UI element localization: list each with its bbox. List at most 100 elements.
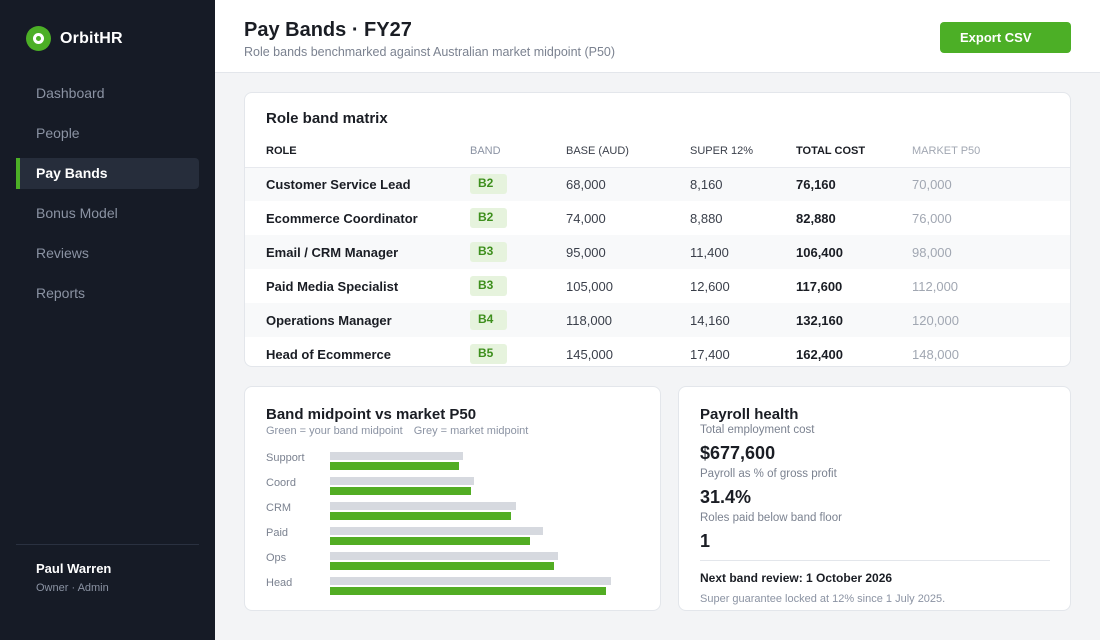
market-midpoint-bar bbox=[330, 502, 517, 510]
column-header-role[interactable]: ROLE bbox=[245, 135, 470, 168]
sidebar-item-pay-bands[interactable]: Pay Bands bbox=[16, 158, 199, 189]
table-row[interactable]: Email / CRM Manager B3 95,000 11,400 106,400… bbox=[245, 235, 1070, 269]
bar-row: CRM bbox=[266, 502, 646, 527]
total-cost-cell: 82,880 bbox=[796, 210, 836, 226]
chart-legend: Green = your band midpoint Grey = market… bbox=[266, 425, 528, 437]
column-header-super[interactable]: SUPER 12% bbox=[690, 135, 796, 168]
brand[interactable]: OrbitHR bbox=[26, 26, 123, 51]
payroll-pct-label: Payroll as % of gross profit bbox=[700, 468, 837, 480]
bar-row: Ops bbox=[266, 552, 646, 577]
band-badge: B2 bbox=[470, 208, 507, 228]
band-badge: B4 bbox=[470, 310, 507, 330]
bar-category-label: Paid bbox=[266, 527, 289, 539]
bar-row: Coord bbox=[266, 477, 646, 502]
user-role: Owner · Admin bbox=[36, 582, 109, 594]
table-row[interactable]: Ecommerce Coordinator B2 74,000 8,880 82,880… bbox=[245, 201, 1070, 235]
sidebar-item-bonus-model[interactable]: Bonus Model bbox=[36, 205, 118, 221]
market-midpoint-bar bbox=[330, 477, 475, 485]
band-cell: B4 bbox=[470, 303, 566, 337]
column-header-total-cost[interactable]: TOTAL COST bbox=[796, 135, 912, 168]
band-midpoint-bar bbox=[330, 562, 555, 570]
legend-market: Grey = market midpoint bbox=[413, 425, 529, 437]
market-midpoint-bar bbox=[330, 552, 558, 560]
role-cell: Ecommerce Coordinator bbox=[266, 210, 418, 226]
page-title: Pay Bands · FY27 bbox=[244, 19, 412, 41]
base-cell: 145,000 bbox=[566, 346, 613, 362]
health-title: Payroll health bbox=[700, 406, 799, 423]
role-cell: Customer Service Lead bbox=[245, 167, 470, 201]
base-cell: 74,000 bbox=[566, 210, 606, 226]
super-footnote: Super guarantee locked at 12% since 1 Ju… bbox=[700, 593, 946, 605]
super-cell: 8,160 bbox=[690, 167, 796, 201]
brand-name: OrbitHR bbox=[60, 29, 123, 47]
band-cell: B5 bbox=[470, 337, 566, 366]
sidebar: OrbitHR Dashboard People Pay Bands Bonus… bbox=[0, 0, 215, 640]
orbit-logo-icon bbox=[26, 26, 51, 51]
payroll-health-card: Payroll health Total employment cost $67… bbox=[678, 386, 1071, 611]
total-cost-cell: 117,600 bbox=[796, 278, 843, 294]
bar-category-label: Support bbox=[266, 452, 305, 464]
column-header-base[interactable]: BASE (AUD) bbox=[566, 135, 690, 168]
table-row[interactable]: Operations Manager B4 118,000 14,160 132,160… bbox=[245, 303, 1070, 337]
user-name: Paul Warren bbox=[36, 561, 112, 576]
band-midpoint-bar bbox=[330, 487, 471, 495]
column-header-band[interactable]: BAND bbox=[470, 135, 566, 168]
base-cell: 68,000 bbox=[566, 167, 690, 201]
band-cell: B3 bbox=[470, 235, 566, 269]
export-csv-button[interactable]: Export CSV bbox=[940, 22, 1071, 53]
bar-category-label: Coord bbox=[266, 477, 296, 489]
market-p50-cell: 98,000 bbox=[912, 235, 1070, 269]
band-cell: B2 bbox=[470, 201, 566, 235]
band-midpoint-bar bbox=[330, 462, 460, 470]
table-row[interactable]: Head of Ecommerce B5 145,000 17,400 162,400 1… bbox=[245, 337, 1070, 366]
total-cost-value: $677,600 bbox=[700, 443, 776, 463]
market-midpoint-bar bbox=[330, 577, 612, 585]
bar-category-label: CRM bbox=[266, 502, 292, 514]
band-midpoint-bar bbox=[330, 587, 606, 595]
total-cost-cell: 162,400 bbox=[796, 346, 843, 362]
sidebar-item-reports[interactable]: Reports bbox=[36, 285, 86, 301]
super-cell: 14,160 bbox=[690, 303, 796, 337]
super-cell: 12,600 bbox=[690, 278, 730, 294]
market-midpoint-bar bbox=[330, 527, 543, 535]
table-row[interactable]: Paid Media Specialist B3 105,000 12,600 117,… bbox=[245, 269, 1070, 303]
total-cost-cell: 76,160 bbox=[796, 167, 912, 201]
band-cell: B3 bbox=[470, 269, 566, 303]
band-midpoint-chart-card: Band midpoint vs market P50 Green = your… bbox=[244, 386, 661, 611]
total-cost-label: Total employment cost bbox=[700, 424, 815, 436]
role-band-table: ROLE BAND BASE (AUD) SUPER 12% TOTAL COS… bbox=[245, 135, 1070, 366]
user-profile[interactable]: Paul Warren Owner · Admin bbox=[16, 544, 199, 594]
sidebar-nav: Dashboard People Pay Bands Bonus Model R… bbox=[16, 78, 199, 318]
band-midpoint-bar bbox=[330, 537, 530, 545]
health-divider bbox=[700, 560, 1050, 561]
bar-category-label: Head bbox=[266, 577, 293, 589]
bar-row: Paid bbox=[266, 527, 646, 552]
market-p50-cell: 112,000 bbox=[912, 278, 959, 294]
table-row[interactable]: Customer Service Lead B2 68,000 8,160 76,160… bbox=[245, 167, 1070, 201]
table-header-row: ROLE BAND BASE (AUD) SUPER 12% TOTAL COS… bbox=[245, 135, 1070, 168]
band-badge: B3 bbox=[470, 242, 507, 262]
below-floor-label: Roles paid below band floor bbox=[700, 512, 842, 524]
bar-row: Support bbox=[266, 452, 646, 477]
band-cell: B2 bbox=[470, 167, 566, 201]
matrix-title: Role band matrix bbox=[266, 110, 388, 127]
payroll-pct-value: 31.4% bbox=[700, 487, 752, 507]
page-header: Pay Bands · FY27 Role bands benchmarked … bbox=[215, 0, 1100, 73]
market-p50-cell: 76,000 bbox=[912, 210, 952, 226]
super-cell: 8,880 bbox=[690, 210, 723, 226]
sidebar-item-reviews[interactable]: Reviews bbox=[36, 245, 89, 261]
column-header-market-p50[interactable]: MARKET P50 bbox=[912, 135, 1070, 168]
sidebar-item-people[interactable]: People bbox=[36, 125, 80, 141]
role-band-matrix-card: Role band matrix ROLE BAND BASE (AUD) SU… bbox=[244, 92, 1071, 367]
total-cost-cell: 106,400 bbox=[796, 235, 912, 269]
base-cell: 118,000 bbox=[566, 303, 690, 337]
sidebar-item-dashboard[interactable]: Dashboard bbox=[36, 85, 105, 101]
bar-category-label: Ops bbox=[266, 552, 287, 564]
market-p50-cell: 148,000 bbox=[912, 346, 959, 362]
band-badge: B2 bbox=[470, 174, 507, 195]
role-cell: Operations Manager bbox=[245, 303, 470, 337]
market-p50-cell: 120,000 bbox=[912, 303, 1070, 337]
bar-row: Head bbox=[266, 577, 646, 602]
next-review: Next band review: 1 October 2026 bbox=[700, 571, 893, 585]
base-cell: 95,000 bbox=[566, 235, 690, 269]
